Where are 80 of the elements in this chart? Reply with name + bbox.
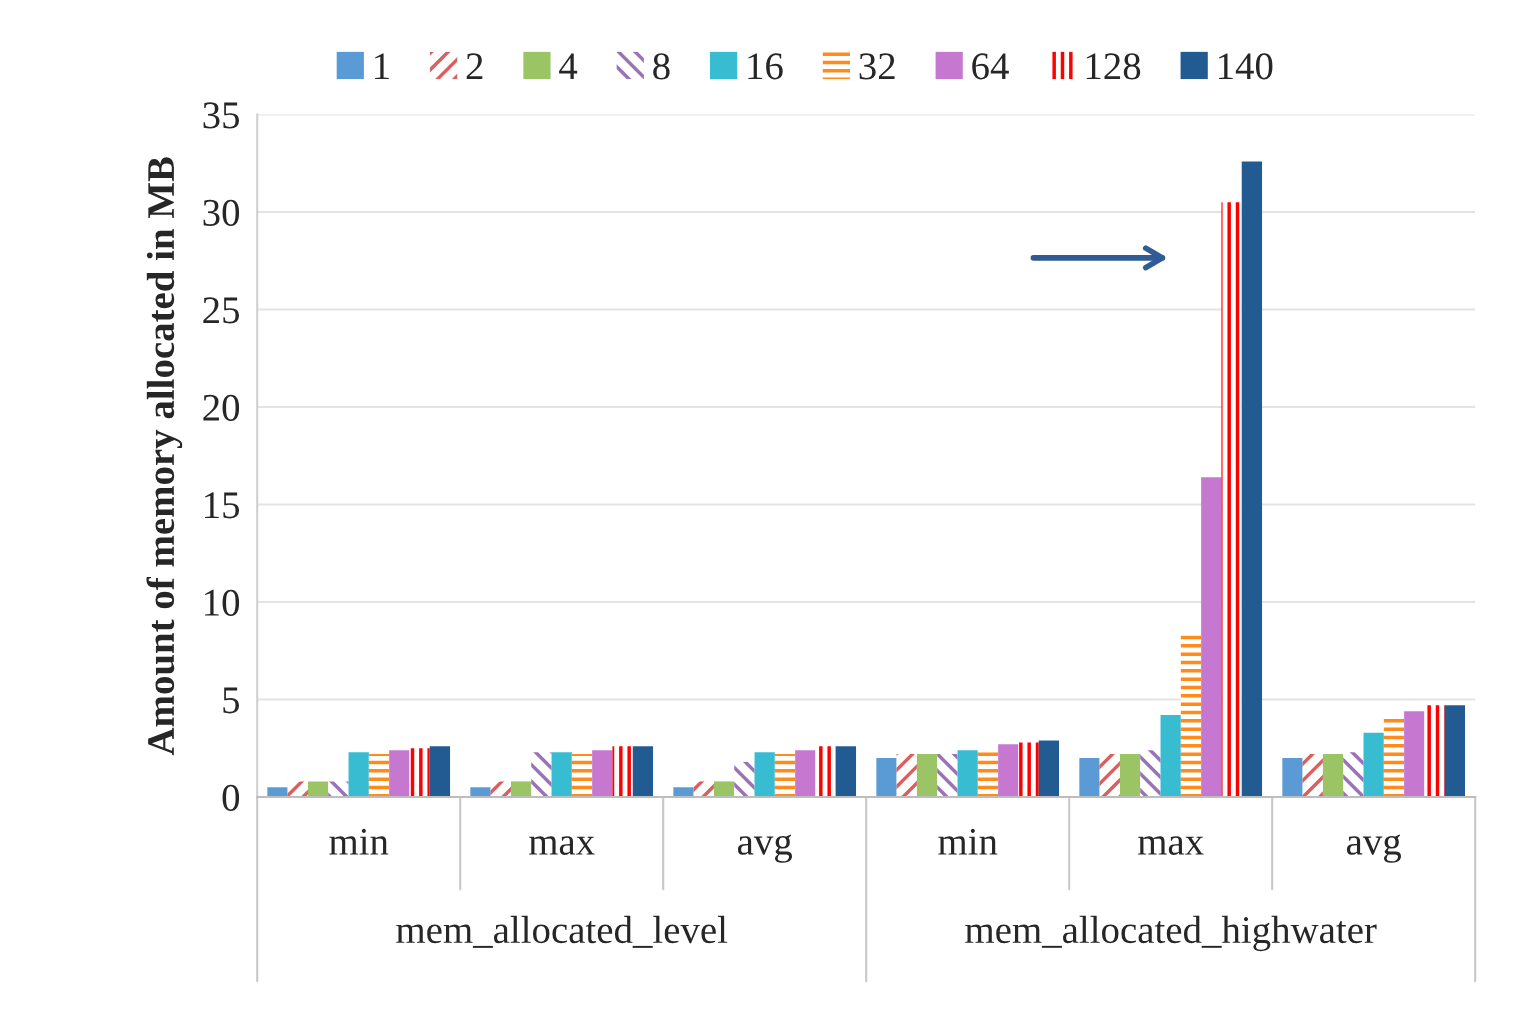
bar (1160, 715, 1181, 797)
legend-label: 4 (559, 53, 578, 80)
bar (1241, 161, 1263, 797)
bar (957, 750, 978, 797)
bar (1302, 754, 1323, 797)
bar (1079, 758, 1100, 797)
y-tick-label: 15 (205, 492, 240, 519)
y-tick-label: 30 (203, 199, 240, 226)
bar (1018, 742, 1039, 797)
x-tick-label: max (1138, 836, 1204, 855)
y-tick-label: 5 (223, 687, 240, 714)
bar (490, 781, 511, 797)
bar (896, 754, 917, 797)
legend-label: 16 (748, 53, 783, 80)
bar (1201, 477, 1222, 797)
bar (1343, 752, 1364, 797)
bar (368, 754, 390, 797)
bar (998, 744, 1019, 797)
y-tick-label: 25 (203, 297, 240, 324)
bar (1282, 758, 1303, 797)
x-tick-label: max (529, 836, 595, 855)
bar (307, 781, 329, 797)
bar (1140, 750, 1161, 797)
bar (531, 752, 552, 797)
legend-label: 128 (1086, 53, 1141, 80)
bar (1383, 719, 1405, 797)
bar (1038, 740, 1060, 797)
bar (612, 746, 633, 797)
bar (267, 787, 288, 797)
x-tick-label: avg (737, 834, 793, 863)
bar (1424, 705, 1445, 797)
bar (409, 748, 430, 797)
y-tick-label: 20 (203, 394, 240, 421)
bar (470, 787, 491, 797)
bar (937, 754, 958, 797)
bar (693, 781, 714, 797)
bar (815, 746, 836, 797)
legend-label: 64 (972, 53, 1009, 80)
bar (734, 761, 755, 797)
x-tick-label: avg (1346, 834, 1402, 863)
bar (1119, 754, 1141, 797)
bar (429, 746, 451, 797)
bar (754, 752, 775, 797)
bar (389, 750, 410, 797)
bar (916, 754, 938, 797)
y-tick-label: 35 (203, 102, 240, 129)
bar (795, 750, 816, 797)
bar (1444, 705, 1466, 797)
text: mem_allocated_highwater (965, 915, 1377, 952)
x-tick-label: min (938, 828, 998, 855)
bar (592, 750, 613, 797)
bar (328, 781, 349, 797)
bar (713, 781, 735, 797)
y-axis-title: Amount of memory allocated in MB (146, 157, 183, 756)
bar (510, 781, 532, 797)
y-tick-label: 10 (205, 589, 240, 616)
bar (1221, 202, 1242, 797)
bar (632, 746, 654, 797)
bar (673, 787, 694, 797)
legend-label: 140 (1218, 53, 1273, 80)
bar (1322, 754, 1344, 797)
bar (1099, 754, 1120, 797)
bar (1180, 635, 1202, 797)
bar (348, 752, 369, 797)
bar (1404, 711, 1425, 797)
legend-label: 8 (653, 53, 670, 80)
bar (774, 754, 796, 797)
text: mem_allocated_level (396, 915, 728, 948)
bar (977, 748, 999, 797)
bar (876, 758, 897, 797)
bar (287, 781, 308, 797)
bar (1363, 732, 1384, 797)
bar (551, 752, 572, 797)
legend-label: 1 (375, 53, 389, 80)
y-tick-label: 0 (222, 784, 240, 811)
legend-label: 2 (466, 53, 483, 80)
bar (571, 754, 593, 797)
legend-label: 32 (859, 53, 895, 80)
bar (835, 746, 857, 797)
x-tick-label: min (329, 828, 389, 855)
